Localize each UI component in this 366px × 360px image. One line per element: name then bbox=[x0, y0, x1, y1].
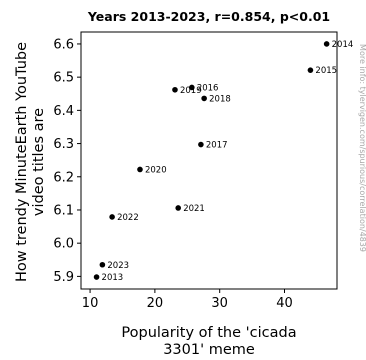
y-axis-label-line-1: How trendy MinuteEarth YouTube bbox=[14, 42, 30, 282]
y-tick-label: 6.6 bbox=[53, 37, 74, 52]
x-tick-label: 40 bbox=[276, 296, 293, 311]
chart-title: Years 2013-2023, r=0.854, p<0.01 bbox=[87, 9, 330, 24]
point-label-2022: 2022 bbox=[117, 213, 139, 223]
point-label-2019: 2019 bbox=[180, 86, 202, 96]
y-axis-label-line-2: video titles are bbox=[31, 108, 47, 216]
y-axis-label: How trendy MinuteEarth YouTube video tit… bbox=[14, 42, 47, 282]
y-tick-label: 6.1 bbox=[53, 203, 74, 218]
point-label-2020: 2020 bbox=[145, 165, 167, 175]
data-point-2017 bbox=[198, 141, 204, 148]
point-label-2018: 2018 bbox=[209, 94, 231, 104]
point-labels: 2013 2014 2015 2016 2017 2018 2019 2020 2021 2022… bbox=[102, 40, 354, 283]
x-tick-label: 30 bbox=[211, 296, 228, 311]
point-label-2013: 2013 bbox=[102, 273, 124, 283]
data-point-2016 bbox=[189, 84, 195, 91]
axis-ticks: 10 20 30 40 5.9 6.0 6.1 6.2 6.3 6.4 6.5 6.6 bbox=[53, 37, 292, 311]
data-point-2014 bbox=[323, 41, 330, 47]
data-point-2020 bbox=[137, 166, 143, 173]
x-tick-label: 10 bbox=[82, 296, 99, 311]
y-tick-label: 6.3 bbox=[53, 137, 74, 152]
point-label-2014: 2014 bbox=[332, 40, 354, 50]
point-label-2023: 2023 bbox=[107, 261, 129, 271]
y-tick-label: 6.0 bbox=[53, 237, 74, 252]
y-tick-label: 5.9 bbox=[53, 270, 74, 285]
data-point-2022 bbox=[109, 214, 115, 220]
data-point-2015 bbox=[307, 67, 314, 73]
data-point-2019 bbox=[172, 86, 178, 93]
y-tick-label: 6.4 bbox=[53, 104, 74, 119]
x-axis-label-line-1: Popularity of the 'cicada bbox=[121, 325, 296, 341]
data-points bbox=[93, 41, 330, 280]
data-point-2013 bbox=[93, 274, 100, 280]
point-label-2015: 2015 bbox=[315, 66, 337, 76]
source-note: More info: tylervigen.com/spurious/corre… bbox=[358, 44, 366, 252]
data-point-2023 bbox=[99, 261, 106, 268]
data-point-2018 bbox=[201, 95, 207, 102]
point-label-2017: 2017 bbox=[206, 141, 228, 151]
point-label-2016: 2016 bbox=[197, 83, 219, 93]
point-label-2021: 2021 bbox=[183, 204, 205, 214]
plot-area-frame bbox=[80, 31, 338, 290]
data-point-2021 bbox=[175, 205, 182, 211]
x-axis-label-line-2: 3301' meme bbox=[163, 342, 255, 358]
y-tick-label: 6.5 bbox=[53, 71, 74, 86]
x-tick-label: 20 bbox=[147, 296, 164, 311]
y-tick-label: 6.2 bbox=[53, 170, 74, 185]
